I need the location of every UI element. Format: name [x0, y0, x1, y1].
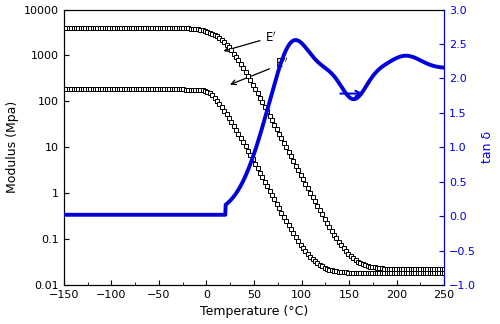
- Text: E$''$: E$''$: [232, 57, 289, 85]
- Text: E$'$: E$'$: [225, 30, 277, 52]
- X-axis label: Temperature (°C): Temperature (°C): [200, 306, 308, 318]
- Y-axis label: tan δ: tan δ: [482, 131, 494, 163]
- Y-axis label: Modulus (Mpa): Modulus (Mpa): [6, 101, 18, 193]
